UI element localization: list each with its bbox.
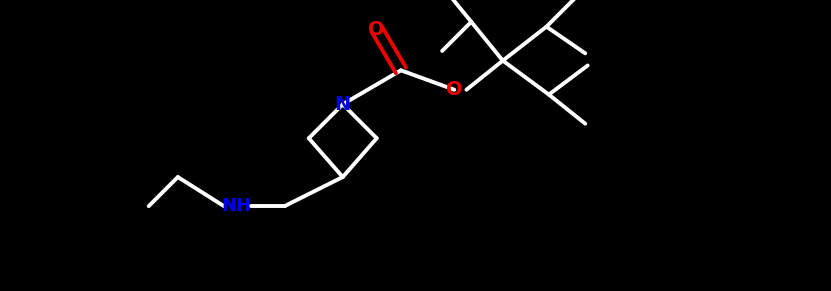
Text: N: N bbox=[335, 95, 351, 114]
Text: O: O bbox=[446, 80, 463, 99]
Text: NH: NH bbox=[221, 197, 251, 215]
Text: O: O bbox=[368, 19, 385, 39]
